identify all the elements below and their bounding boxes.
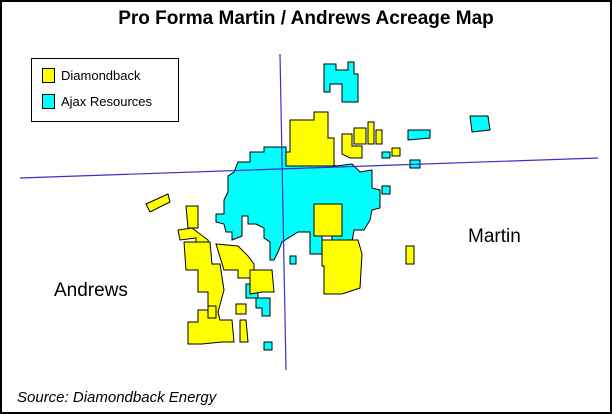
county-line-horizontal [19, 157, 599, 179]
diamondback-tract [185, 205, 199, 229]
county-line-vertical [279, 53, 287, 371]
ajax-tract [255, 297, 271, 317]
diamondback-tract [313, 203, 343, 237]
ajax-tract [323, 61, 359, 103]
ajax-tract [289, 255, 297, 265]
diamondback-tract [207, 305, 217, 319]
diamondback-tract [145, 193, 171, 213]
diamondback-tract [285, 111, 335, 167]
ajax-tract [381, 151, 391, 159]
diamondback-tract [375, 129, 383, 145]
ajax-tract [407, 129, 431, 141]
legend-swatch-ajax-resources [42, 94, 55, 109]
legend-label-ajax-resources: Ajax Resources [61, 94, 153, 109]
diamondback-tract [239, 319, 249, 343]
legend-item-ajax-resources: Ajax Resources [42, 94, 152, 109]
diamondback-tract [367, 121, 375, 145]
legend-swatch-diamondback [42, 68, 55, 83]
legend-item-diamondback: Diamondback [42, 68, 141, 83]
ajax-resources-tracts [215, 61, 491, 351]
diamondback-tract [341, 133, 363, 159]
county-lines [19, 53, 599, 371]
diamondback-tract [183, 241, 235, 345]
diamondback-tract [391, 147, 401, 157]
diamondback-tract [235, 303, 247, 315]
diamondback-tract [405, 245, 415, 265]
ajax-tract [263, 341, 273, 351]
source-note: Source: Diamondback Energy [17, 389, 217, 406]
map-title: Pro Forma Martin / Andrews Acreage Map [118, 8, 494, 29]
diamondback-tracts [145, 111, 415, 345]
map-legend: Diamondback Ajax Resources [31, 58, 179, 122]
county-label-martin: Martin [468, 226, 521, 247]
diamondback-tract [249, 269, 275, 295]
ajax-tract [381, 185, 391, 195]
county-label-andrews: Andrews [54, 280, 128, 301]
legend-label-diamondback: Diamondback [61, 68, 141, 83]
diamondback-tract [353, 127, 367, 145]
ajax-tract [469, 115, 491, 133]
diamondback-tract [321, 239, 363, 295]
